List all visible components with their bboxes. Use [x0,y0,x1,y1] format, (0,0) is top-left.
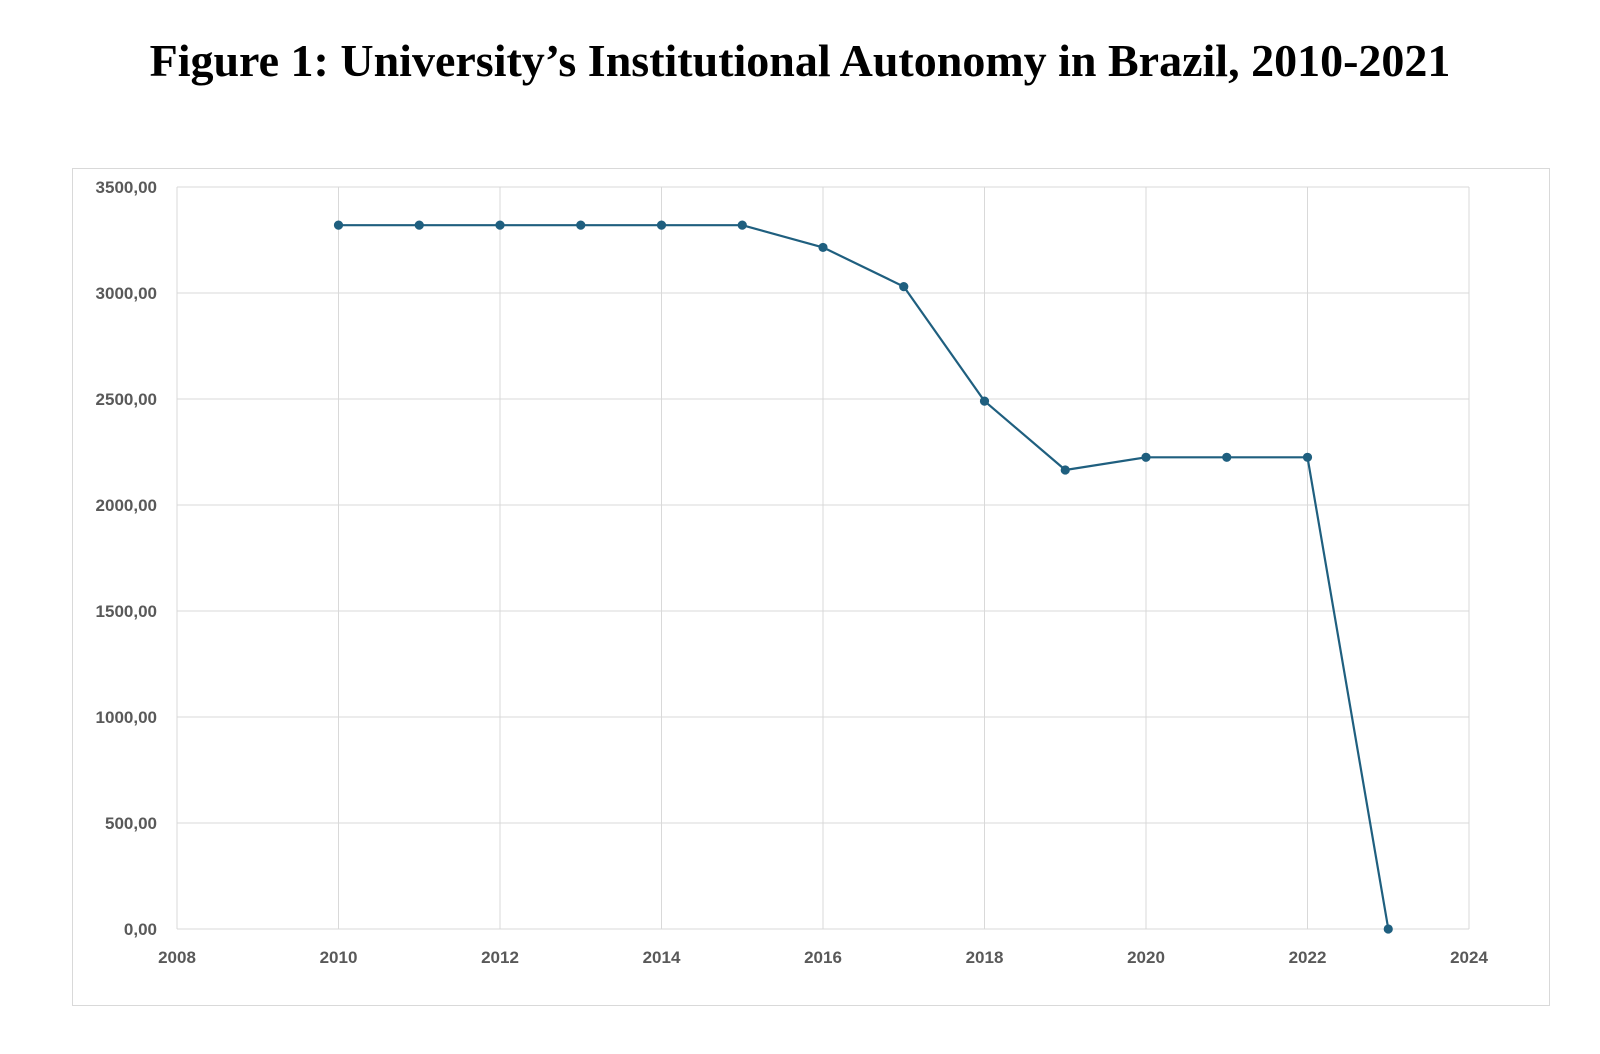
y-tick-label: 3500,00 [96,178,157,197]
series-line [338,224,1390,930]
data-point [737,220,747,230]
data-point [899,282,909,292]
x-tick-label: 2012 [481,948,519,967]
y-tick-label: 2000,00 [96,496,157,515]
x-tick-label: 2010 [320,948,358,967]
y-tick-label: 1000,00 [96,708,157,727]
grid-lines [176,186,1470,930]
x-tick-label: 2022 [1289,948,1327,967]
y-tick-label: 2500,00 [96,390,157,409]
tick-labels: 0,00 500,00 1000,00 1500,00 2000,00 2500,00 30… [96,178,1489,967]
data-point [1060,465,1070,475]
data-point [414,220,424,230]
x-tick-label: 2008 [158,948,196,967]
chart-frame: 0,00 500,00 1000,00 1500,00 2000,00 2500,00 30… [72,168,1550,1006]
data-point [656,220,667,230]
data-point [1383,924,1393,934]
data-point [979,396,990,406]
y-tick-label: 1500,00 [96,602,157,621]
data-point [495,220,505,230]
x-tick-label: 2016 [804,948,842,967]
figure-title: Figure 1: University’s Institutional Aut… [149,35,1451,86]
x-tick-label: 2014 [643,948,681,967]
x-tick-label: 2024 [1450,948,1488,967]
data-point [576,220,586,230]
data-point [1302,452,1313,462]
y-tick-label: 500,00 [105,814,157,833]
x-tick-label: 2018 [966,948,1004,967]
data-point [1222,452,1232,462]
series [333,220,1393,934]
line-chart: 0,00 500,00 1000,00 1500,00 2000,00 2500,00 30… [96,178,1489,967]
data-point [818,242,828,253]
y-tick-label: 3000,00 [96,284,157,303]
data-point [333,220,344,230]
x-tick-label: 2020 [1127,948,1165,967]
data-point [1141,452,1151,462]
y-tick-label: 0,00 [124,920,157,939]
